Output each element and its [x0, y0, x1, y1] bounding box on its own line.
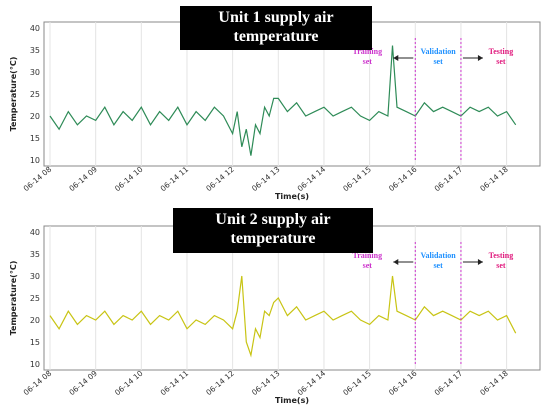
testing-set-label: Testing	[489, 47, 514, 56]
x-tick-label: 06-14 16	[387, 164, 419, 193]
testing-set-label: Testing	[489, 251, 514, 260]
y-tick-label: 35	[30, 250, 40, 259]
y-tick-label: 10	[30, 156, 40, 165]
training-arrowhead	[393, 259, 399, 265]
training-set-label: set	[363, 57, 373, 66]
y-tick-label: 30	[30, 272, 40, 281]
x-axis-label: Time(s)	[275, 396, 309, 405]
testing-arrowhead	[477, 55, 483, 61]
x-tick-label: 06-14 13	[250, 164, 282, 193]
x-tick-label: 06-14 16	[387, 368, 419, 397]
x-tick-label: 06-14 08	[22, 164, 54, 193]
training-arrowhead	[393, 55, 399, 61]
training-set-label: Training	[352, 47, 382, 56]
y-tick-label: 10	[30, 360, 40, 369]
x-tick-label: 06-14 17	[433, 164, 465, 193]
testing-arrowhead	[477, 259, 483, 265]
validation-set-label: Validation	[420, 251, 456, 260]
x-tick-label: 06-14 18	[478, 164, 510, 193]
x-tick-label: 06-14 09	[67, 164, 99, 193]
series-line	[49, 45, 517, 156]
chart-unit-2-svg: 06-14 08 06-14 09 06-14 10 06-14 11 06-14 12…	[9, 225, 541, 405]
x-tick-label: 06-14 14	[296, 164, 328, 193]
y-tick-label: 15	[30, 338, 40, 347]
y-tick-label: 20	[30, 316, 40, 325]
chart-title-line1: Unit 1 supply air	[218, 9, 334, 26]
x-tick-label: 06-14 15	[341, 368, 373, 397]
validation-set-label: set	[433, 261, 443, 270]
testing-set-label: set	[496, 261, 506, 270]
x-tick-label: 06-14 11	[159, 368, 191, 397]
y-axis-label: Temperature(°C)	[9, 57, 18, 132]
x-axis-label: Time(s)	[275, 192, 309, 201]
validation-set-label: Validation	[420, 47, 456, 56]
y-tick-label: 25	[30, 90, 40, 99]
x-tick-label: 06-14 13	[250, 368, 282, 397]
chart-title-banner: Unit 2 supply air temperature	[173, 208, 373, 253]
x-tick-label: 06-14 17	[433, 368, 465, 397]
x-tick-label: 06-14 12	[204, 368, 236, 397]
y-tick-label: 25	[30, 294, 40, 303]
validation-set-label: set	[433, 57, 443, 66]
y-tick-label: 40	[30, 24, 40, 33]
x-tick-label: 06-14 10	[113, 368, 145, 397]
x-tick-label: 06-14 11	[159, 164, 191, 193]
chart-panel-unit-2: 06-14 08 06-14 09 06-14 10 06-14 11 06-14 12…	[0, 204, 550, 409]
y-tick-label: 35	[30, 46, 40, 55]
chart-panel-unit-1: 06-14 08 06-14 09 06-14 10 06-14 11 06-14 12…	[9, 6, 541, 201]
x-tick-label: 06-14 08	[22, 368, 54, 397]
y-tick-label: 15	[30, 134, 40, 143]
x-tick-label: 06-14 12	[204, 164, 236, 193]
y-tick-label: 20	[30, 112, 40, 121]
training-set-label: set	[363, 261, 373, 270]
x-tick-label: 06-14 14	[296, 368, 328, 397]
chart-title-line2: temperature	[230, 230, 316, 247]
chart-title-line2: temperature	[233, 28, 319, 45]
training-set-label: Training	[352, 251, 382, 260]
testing-set-label: set	[496, 57, 506, 66]
y-axis-label: Temperature(°C)	[9, 261, 18, 336]
chart-title-banner: Unit 1 supply air temperature	[180, 6, 372, 50]
y-tick-label: 40	[30, 228, 40, 237]
y-tick-label: 30	[30, 68, 40, 77]
x-tick-label: 06-14 09	[67, 368, 99, 397]
x-tick-label: 06-14 15	[341, 164, 373, 193]
chart-title-line1: Unit 2 supply air	[215, 211, 331, 228]
x-tick-label: 06-14 10	[113, 164, 145, 193]
series-line	[49, 275, 517, 358]
x-tick-label: 06-14 18	[478, 368, 510, 397]
